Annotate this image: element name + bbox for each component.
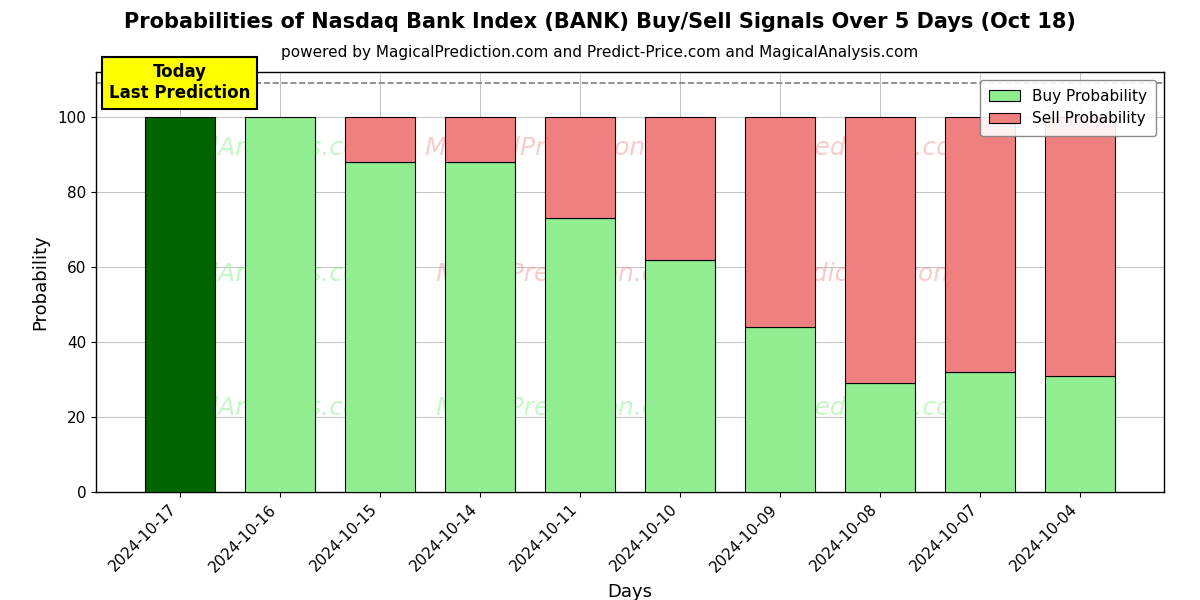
Bar	[1045, 117, 1116, 376]
Text: powered by MagicalPrediction.com and Predict-Price.com and MagicalAnalysis.com: powered by MagicalPrediction.com and Pre…	[281, 45, 919, 60]
Bar	[445, 162, 515, 492]
Text: Today
Last Prediction: Today Last Prediction	[109, 63, 251, 102]
Bar	[344, 162, 415, 492]
Bar	[946, 372, 1015, 492]
Text: calAnalysis.com: calAnalysis.com	[182, 396, 383, 420]
Bar	[745, 327, 815, 492]
Bar	[545, 218, 614, 492]
Bar	[946, 117, 1015, 372]
Bar	[144, 117, 215, 492]
Y-axis label: Probability: Probability	[31, 234, 49, 330]
Bar	[344, 117, 415, 162]
Legend: Buy Probability, Sell Probability: Buy Probability, Sell Probability	[980, 80, 1157, 136]
Bar	[646, 260, 715, 492]
Text: calAnalysis.com: calAnalysis.com	[182, 136, 383, 160]
Text: calAnalysis.com: calAnalysis.com	[182, 262, 383, 286]
Bar	[646, 117, 715, 260]
Text: MagicalPrediction.com: MagicalPrediction.com	[425, 136, 707, 160]
Text: MagicPrediction.com: MagicPrediction.com	[436, 396, 696, 420]
Text: MagicPrediction.com: MagicPrediction.com	[436, 262, 696, 286]
Text: calPrediction.com: calPrediction.com	[754, 396, 977, 420]
Text: Probabilities of Nasdaq Bank Index (BANK) Buy/Sell Signals Over 5 Days (Oct 18): Probabilities of Nasdaq Bank Index (BANK…	[124, 12, 1076, 32]
X-axis label: Days: Days	[607, 583, 653, 600]
Bar	[245, 117, 314, 492]
Bar	[1045, 376, 1116, 492]
Bar	[445, 117, 515, 162]
Text: calPrediction.com: calPrediction.com	[754, 136, 977, 160]
Text: Prediction.com: Prediction.com	[772, 262, 959, 286]
Bar	[545, 117, 614, 218]
Bar	[845, 383, 916, 492]
Bar	[845, 117, 916, 383]
Bar	[745, 117, 815, 327]
